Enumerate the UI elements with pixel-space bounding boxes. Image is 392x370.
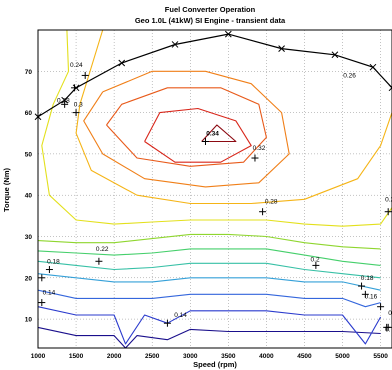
- contour-label: 0.: [388, 310, 392, 317]
- data-plus-marker: [201, 138, 209, 146]
- x-tick-label: 5000: [335, 353, 350, 360]
- data-plus-marker: [71, 84, 79, 92]
- contour-line-0.24: [41, 29, 392, 227]
- data-plus-marker: [358, 282, 366, 290]
- contour-line-0.32: [144, 107, 252, 163]
- chart-title: Fuel Converter Operation: [165, 5, 256, 14]
- chart-subtitle: Geo 1.0L (41kW) SI Engine - transient da…: [135, 16, 286, 25]
- x-axis-ticks: 1000 1500 2000 2500 3000 3500 4000 4500 5000 5500: [31, 353, 388, 360]
- contour-label: 0.18: [361, 275, 374, 282]
- contour-line-0.30: [106, 87, 267, 167]
- data-plus-marker: [377, 303, 385, 311]
- y-tick-label: 70: [25, 69, 33, 76]
- y-axis-ticks: 10 20 30 40 50 60 70: [25, 69, 33, 324]
- contour-line-0.18: [37, 260, 381, 279]
- data-plus-marker: [72, 109, 80, 117]
- data-plus-marker: [61, 100, 69, 108]
- contour-label: 0.14: [174, 312, 187, 319]
- contour-label: 0.32: [253, 145, 266, 152]
- x-tick-label: 4500: [297, 353, 312, 360]
- data-plus-marker: [384, 323, 392, 331]
- contour-line-0.12: [37, 306, 382, 345]
- plot-frame: [37, 29, 392, 349]
- contour-line-0.20: [37, 248, 381, 266]
- x-axis-label: Speed (rpm): [193, 360, 237, 369]
- data-plus-marker: [361, 290, 369, 298]
- data-plus-marker: [384, 208, 392, 216]
- data-plus-marker: [81, 71, 89, 79]
- max-torque-line: [37, 33, 392, 118]
- data-plus-marker: [38, 274, 46, 282]
- data-plus-marker: [45, 266, 53, 274]
- x-tick-label: 3500: [221, 353, 236, 360]
- y-tick-label: 20: [25, 275, 33, 282]
- contour-label: 0.2: [311, 256, 320, 263]
- y-tick-label: 50: [25, 151, 33, 158]
- max-torque-x-marker: [171, 41, 179, 48]
- contour-line-0.34: [201, 124, 237, 143]
- max-torque-x-marker: [118, 59, 126, 67]
- max-torque-x-marker: [388, 84, 392, 92]
- contour-label: 0.16: [365, 293, 378, 300]
- contour-label: 0.24: [70, 62, 83, 69]
- max-torque-x-marker: [224, 30, 232, 38]
- data-plus-marker: [38, 299, 46, 307]
- y-tick-label: 60: [25, 110, 33, 117]
- max-torque-x-marker: [331, 51, 339, 59]
- x-tick-label: 4000: [259, 353, 274, 360]
- max-torque-x-marker: [278, 45, 285, 52]
- contour-line-0.26: [75, 29, 392, 205]
- contour-label: 0.22: [96, 246, 109, 253]
- data-plus-marker: [259, 208, 267, 216]
- contour-label: 0.24: [385, 196, 392, 203]
- contour-line-0.28: [83, 70, 290, 188]
- contour-label: 0.: [385, 326, 391, 333]
- contour-line-0.14: [37, 289, 381, 308]
- x-tick-label: 3000: [183, 353, 198, 360]
- grid-lines: [37, 30, 392, 348]
- contour-label: 0.34: [206, 130, 219, 137]
- contour-lines: [37, 29, 392, 349]
- y-axis-label: Torque (Nm): [2, 167, 11, 212]
- data-plus-marker: [95, 257, 103, 265]
- data-plus-marker: [163, 319, 171, 327]
- y-tick-label: 30: [25, 234, 33, 241]
- data-plus-marker: [251, 154, 259, 162]
- x-tick-label: 2500: [145, 353, 160, 360]
- x-tick-label: 2000: [107, 353, 122, 360]
- contour-label: 0.18: [47, 258, 60, 265]
- contour-line-0.16: [37, 273, 381, 291]
- contour-label: 0.26: [343, 72, 356, 79]
- max-torque-x-marker: [61, 96, 68, 104]
- contour-label: 0.14: [43, 289, 56, 296]
- data-plus-marker: [312, 261, 320, 269]
- data-markers: [38, 71, 392, 331]
- y-tick-label: 40: [25, 193, 33, 200]
- max-torque-x-marker: [369, 63, 377, 71]
- contour-line-0.22: [37, 233, 381, 250]
- contour-label: 0.28: [265, 198, 278, 205]
- contour-label: 0.38: [57, 97, 70, 104]
- x-tick-label: 1500: [69, 353, 84, 360]
- x-tick-label: 1000: [31, 353, 46, 360]
- contour-line-0.10: [37, 326, 381, 349]
- y-tick-label: 10: [25, 317, 33, 324]
- contour-labels: 0.34 0.32 0.3 0.28 0.26 0.24 0.24 0.22 0.2 0.18 0.…: [43, 62, 392, 333]
- x-tick-label: 5500: [373, 353, 388, 360]
- contour-label: 0.3: [74, 101, 83, 108]
